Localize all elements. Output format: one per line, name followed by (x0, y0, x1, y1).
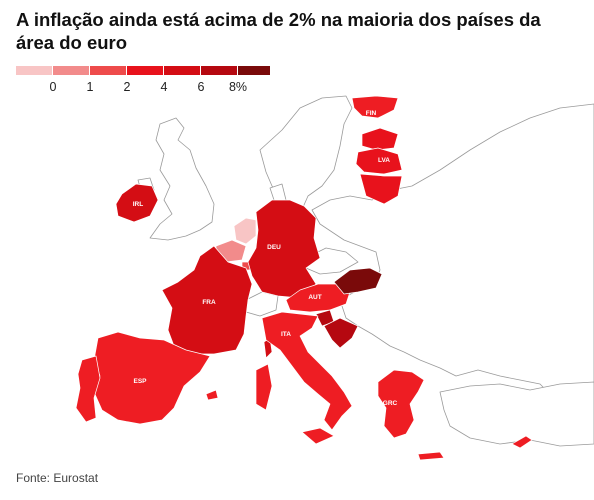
country-PRT (75, 355, 101, 423)
country-label-ESP: ESP (133, 378, 147, 385)
turkey-shape (439, 381, 594, 447)
country-label-LVA: LVA (378, 157, 390, 164)
country-ITA-sicily (301, 427, 335, 445)
country-AUT (285, 283, 351, 313)
country-SVK (333, 267, 383, 295)
legend-swatch (127, 66, 163, 75)
legend-swatch (90, 66, 126, 75)
chart-title: A inflação ainda está acima de 2% na mai… (16, 9, 541, 53)
color-legend: 0 1 2 4 6 8% (16, 66, 276, 96)
source-note: Fonte: Eurostat (16, 471, 99, 485)
legend-label: 1 (86, 80, 94, 94)
country-CYP (511, 435, 533, 449)
country-FIN (351, 95, 399, 119)
country-ESP-balearic (205, 389, 219, 401)
country-labels: FIN LVA IRL DEU FRA AUT ITA ESP GRC (133, 110, 398, 407)
eastern-europe-shape (311, 103, 594, 405)
country-GRC-crete (417, 451, 445, 461)
country-FRA (161, 245, 253, 355)
legend-label: 0 (49, 80, 57, 94)
legend-swatch (53, 66, 89, 75)
legend-label: 8% (228, 80, 248, 94)
country-label-GRC: GRC (383, 400, 398, 407)
country-label-IRL: IRL (133, 201, 144, 208)
euro-countries (75, 95, 533, 461)
country-DEU (247, 199, 321, 299)
country-ITA-sardinia (255, 363, 273, 411)
legend-label: 4 (160, 80, 168, 94)
europe-map: FIN LVA IRL DEU FRA AUT ITA ESP GRC (75, 95, 594, 461)
legend-label: 2 (123, 80, 131, 94)
country-LVA (355, 147, 403, 175)
country-ITA (261, 311, 353, 431)
legend-swatch (164, 66, 200, 75)
country-label-FRA: FRA (202, 299, 216, 306)
country-label-DEU: DEU (267, 244, 281, 251)
country-LTU (359, 173, 403, 205)
country-NLD (233, 217, 257, 245)
country-IRL (115, 183, 159, 223)
country-GRC (377, 369, 425, 439)
country-EST (361, 127, 399, 151)
country-label-ITA: ITA (281, 331, 291, 338)
switzerland-shape (245, 291, 279, 317)
legend-label: 6 (197, 80, 205, 94)
legend-swatch (16, 66, 52, 75)
legend-swatch (201, 66, 237, 75)
non-euro-land (137, 95, 594, 447)
great-britain-shape (149, 117, 215, 241)
country-label-FIN: FIN (366, 110, 377, 117)
country-label-AUT: AUT (308, 294, 321, 301)
legend-swatch (238, 66, 270, 75)
country-HRV (323, 317, 359, 349)
